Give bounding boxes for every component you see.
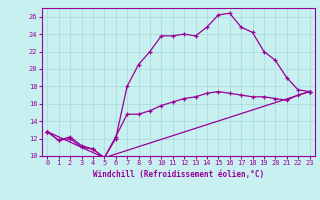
X-axis label: Windchill (Refroidissement éolien,°C): Windchill (Refroidissement éolien,°C) <box>93 170 264 179</box>
